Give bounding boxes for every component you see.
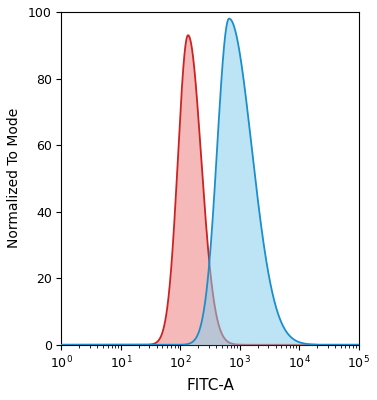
X-axis label: FITC-A: FITC-A (186, 378, 234, 393)
Y-axis label: Normalized To Mode: Normalized To Mode (7, 108, 21, 248)
